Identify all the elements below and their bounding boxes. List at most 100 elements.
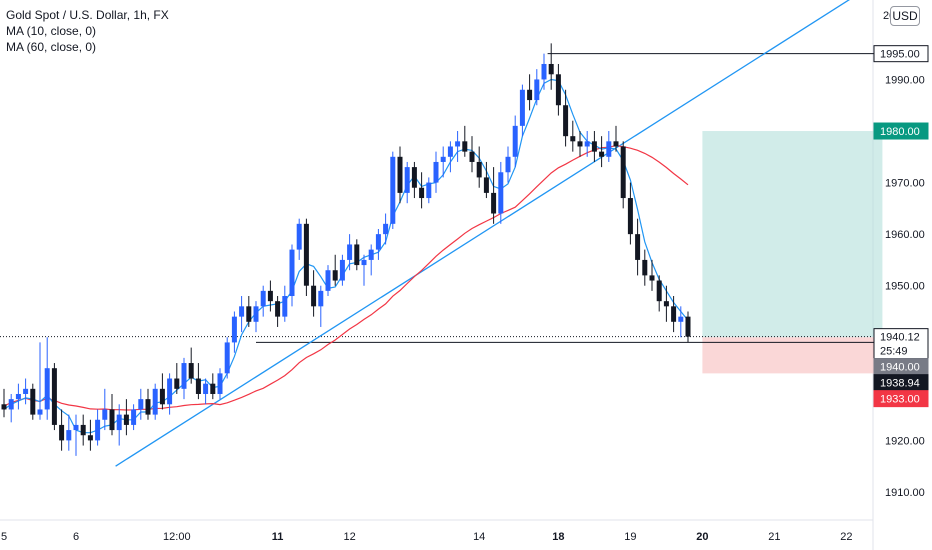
candle-body [375, 234, 381, 250]
candle-body [303, 223, 309, 286]
candle-body [469, 151, 475, 162]
price-tag-box [873, 390, 929, 408]
candle-body [433, 161, 439, 183]
price-tag-box [873, 45, 929, 63]
candle-body [555, 74, 561, 106]
candle-body [627, 198, 633, 235]
candle-body [23, 388, 29, 394]
candle-body [51, 368, 57, 425]
candle-body [397, 156, 403, 193]
candle-body [95, 419, 101, 441]
time-tick-label: 19 [624, 531, 636, 543]
candle-body [347, 244, 353, 260]
candle-body [8, 399, 14, 410]
candle-body [512, 125, 518, 157]
candle-body [663, 301, 669, 307]
candle-body [296, 223, 302, 250]
candle-body [368, 249, 374, 260]
candle-body [577, 141, 583, 147]
candle-body [289, 249, 295, 297]
price-tag-label: 1938.94 [880, 378, 920, 390]
candle-body [671, 306, 677, 322]
candle-body [246, 306, 252, 322]
candle-body [534, 79, 540, 101]
candle-body [332, 270, 338, 281]
candle-body [231, 316, 237, 343]
candle-body [282, 296, 288, 317]
candle-body [570, 136, 576, 142]
candle-body [426, 182, 432, 199]
candle-body [411, 167, 417, 188]
candle-body [519, 89, 525, 126]
candle-body [642, 259, 648, 276]
candle-body [613, 141, 619, 147]
price-tag-label: 1933.00 [880, 394, 920, 406]
candle-body [311, 285, 317, 307]
candle-body [210, 383, 216, 394]
candle-body [145, 399, 151, 415]
candle-body [483, 177, 489, 193]
candle-body [275, 301, 281, 317]
ma10-line [3, 78, 689, 434]
candle-body [123, 414, 129, 425]
candle-body [354, 244, 360, 266]
price-tag-box [873, 122, 929, 140]
price-tick-label: 1990.00 [885, 74, 925, 86]
ma60-legend[interactable]: MA (60, close, 0) [6, 40, 97, 54]
currency-button[interactable]: USD [890, 6, 920, 26]
candle-body [267, 290, 273, 302]
candle-body [390, 156, 396, 224]
candle-body [174, 378, 180, 389]
chart-legend: Gold Spot / U.S. Dollar, 1h, FX MA (10, … [6, 7, 169, 55]
candle-body [116, 414, 122, 431]
time-tick-label: 21 [768, 531, 780, 543]
candle-body [339, 259, 345, 281]
time-tick-label: 5 [1, 531, 7, 543]
candle-body [30, 388, 36, 415]
candle-body [167, 378, 173, 405]
candle-body [73, 424, 79, 431]
candle-body [87, 435, 93, 441]
candle-body [181, 363, 187, 389]
candle-body [685, 316, 691, 337]
candle-body [548, 63, 554, 75]
candle-body [195, 378, 201, 394]
ma10-legend[interactable]: MA (10, close, 0) [6, 24, 97, 38]
candle-body [1, 404, 7, 410]
candle-body [318, 290, 324, 307]
candle-body [152, 388, 158, 415]
candle-body [239, 306, 245, 317]
candle-body [253, 306, 259, 322]
candle-body [217, 373, 223, 394]
candle-body [131, 409, 137, 425]
candle-body [80, 424, 86, 436]
time-tick-label: 22 [840, 531, 852, 543]
candle-body [59, 424, 65, 441]
candle-body [15, 393, 21, 400]
candle-body [159, 388, 165, 405]
candle-body [44, 368, 50, 410]
price-tick-label: 1960.00 [885, 229, 925, 241]
candle-body [447, 146, 453, 157]
candle-body [584, 141, 590, 147]
candle-body [476, 161, 482, 178]
price-tag-label: 1940.00 [880, 362, 920, 374]
candle-body [325, 270, 331, 291]
target-zone [702, 131, 883, 338]
time-tick-label: 20 [696, 531, 708, 543]
candle-body [102, 409, 108, 420]
candle-body [462, 141, 468, 152]
price-tag-box [873, 328, 929, 360]
candle-body [678, 316, 684, 322]
candle-body [188, 363, 194, 379]
time-tick-label: 18 [552, 531, 564, 543]
candle-body [563, 105, 569, 137]
candle-body [138, 399, 144, 410]
time-tick-label: 12:00 [163, 531, 191, 543]
symbol-title[interactable]: Gold Spot / U.S. Dollar, 1h, FX [6, 8, 169, 22]
candle-body [203, 383, 209, 394]
ma60-line [3, 144, 689, 411]
candle-body [606, 141, 612, 157]
candle-body [599, 151, 605, 157]
